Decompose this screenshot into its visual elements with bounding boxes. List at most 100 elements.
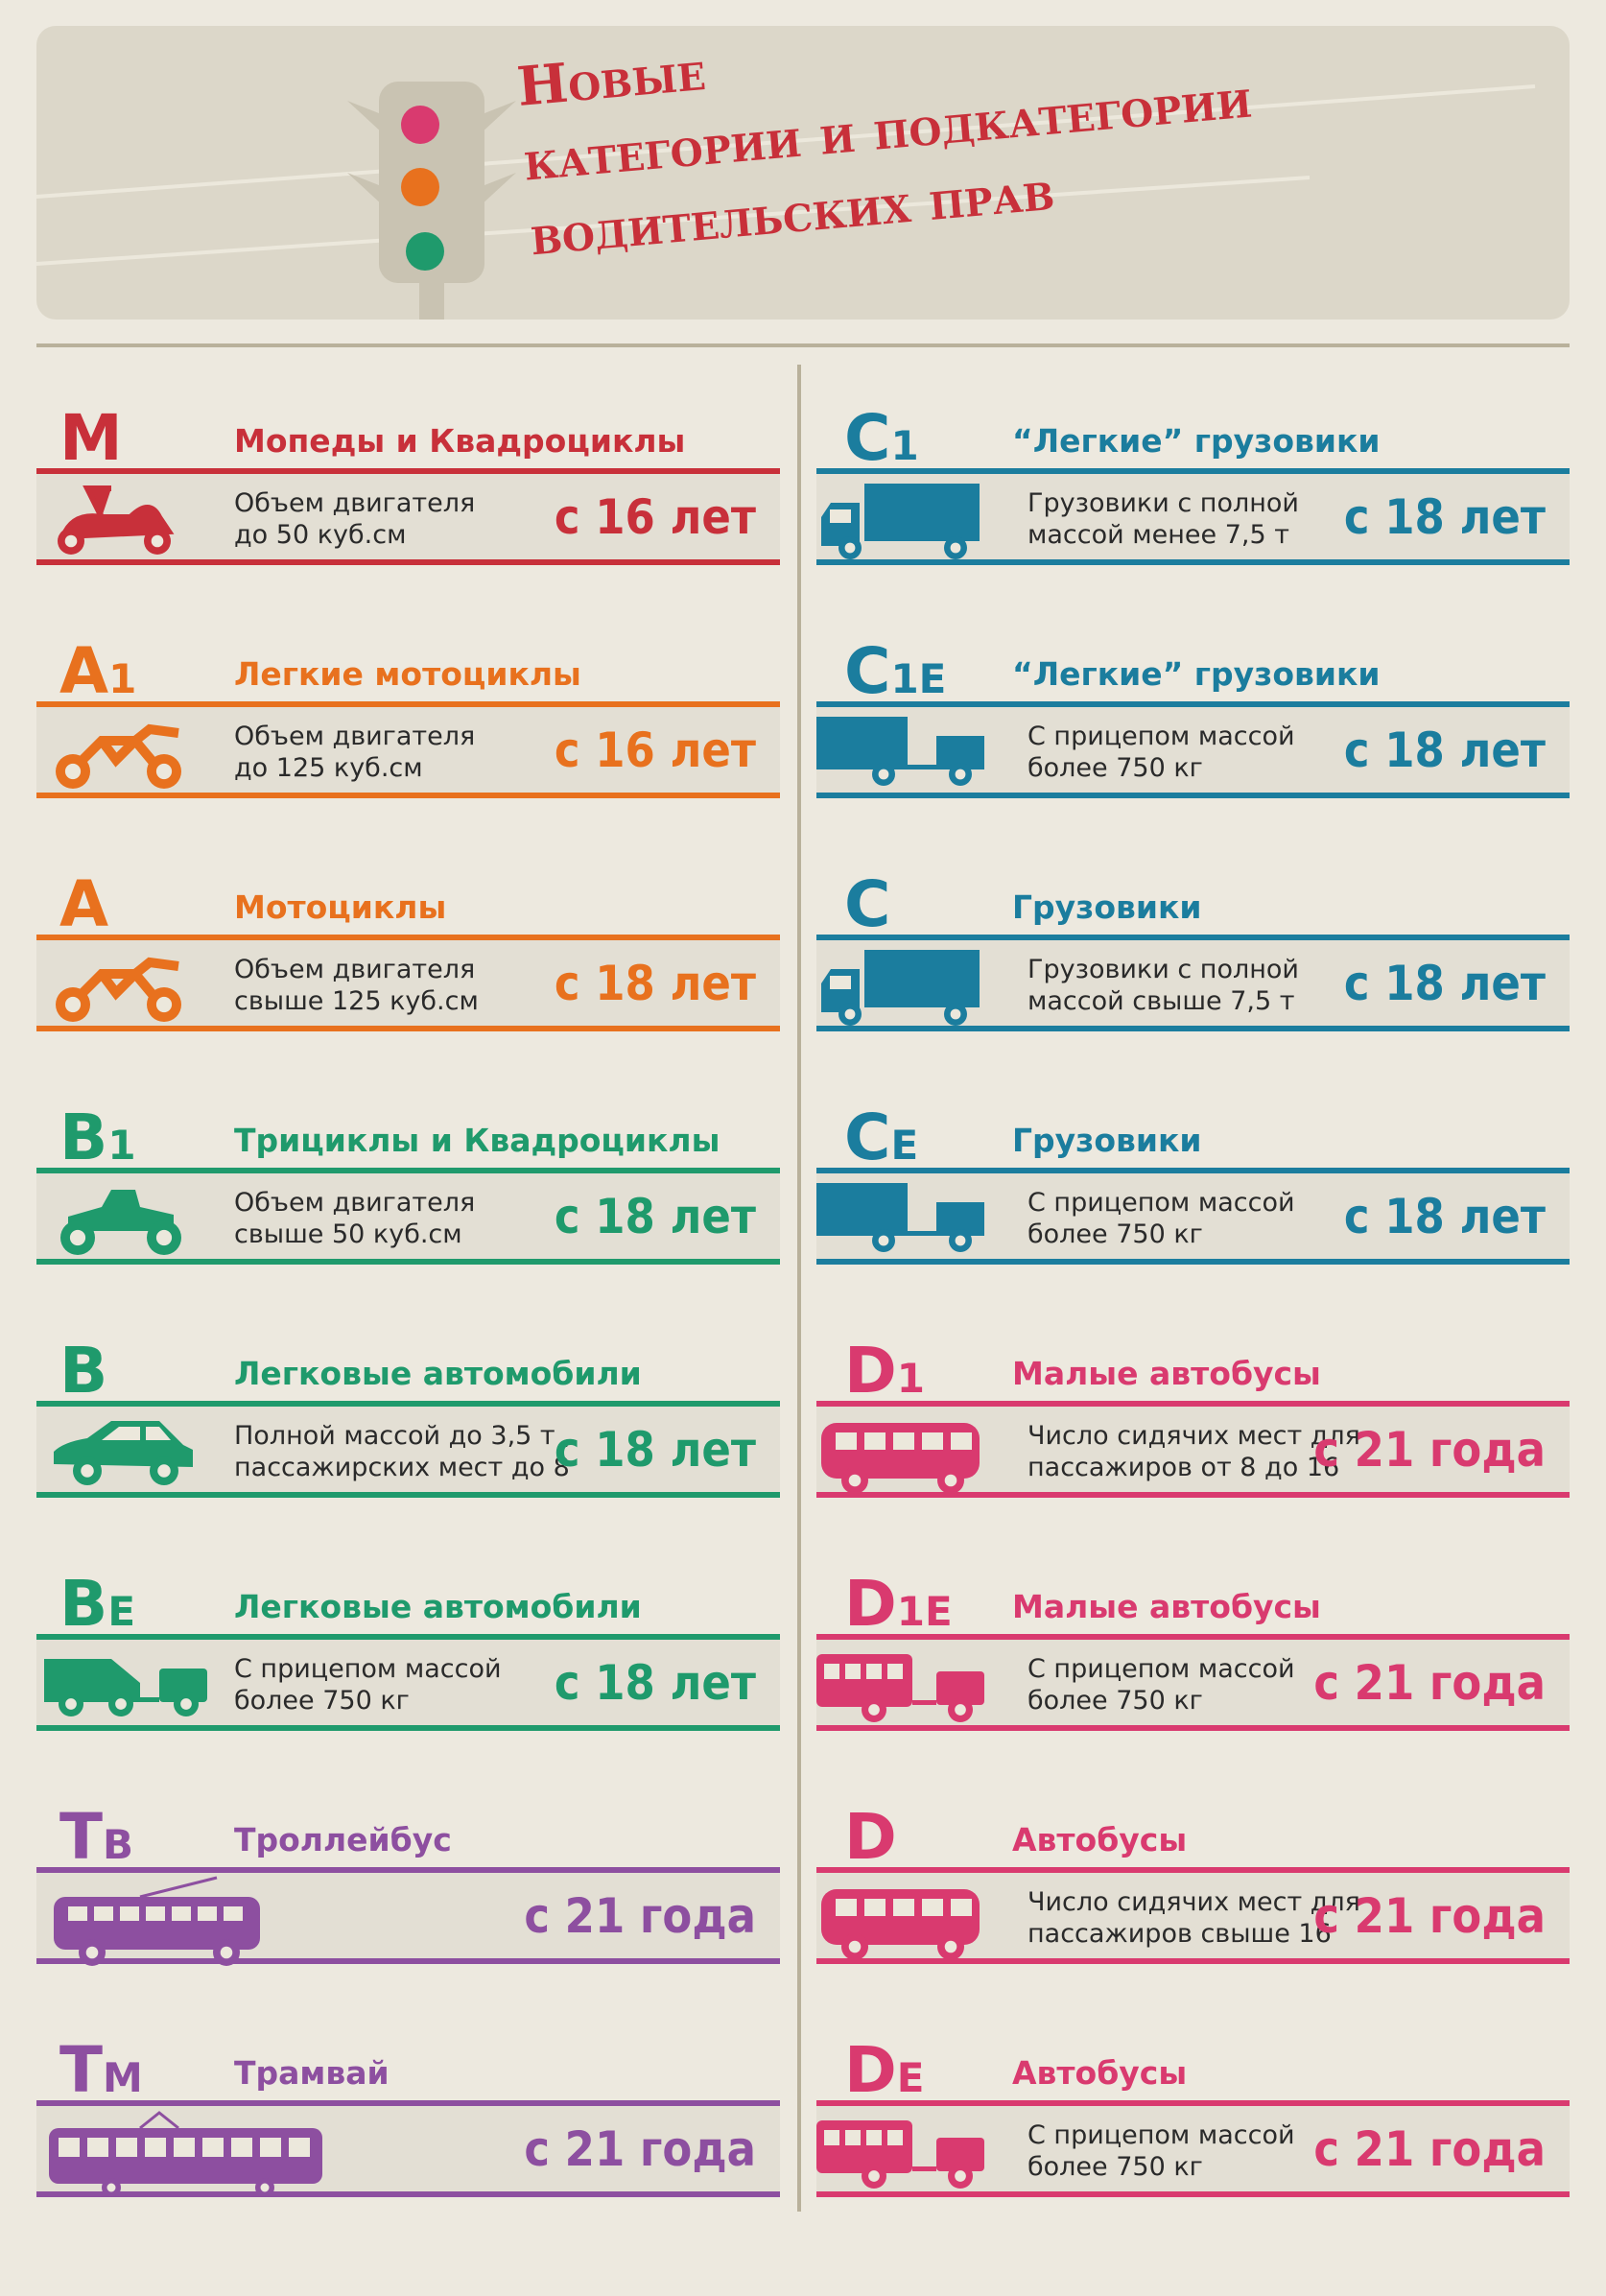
category-letter: A	[59, 634, 108, 708]
category-age: с 21 года	[524, 1888, 756, 1944]
vehicle-icon	[816, 2120, 984, 2189]
window	[830, 509, 851, 523]
category-description: Объем двигателя	[234, 1188, 475, 1218]
category-description: до 50 куб.см	[234, 520, 406, 550]
hub	[868, 2170, 880, 2182]
trailer	[936, 2138, 984, 2171]
hub	[155, 996, 173, 1013]
body	[816, 2120, 912, 2173]
category-subscript: 1	[107, 1122, 135, 1169]
hub	[878, 769, 889, 780]
category-description: более 750 кг	[1027, 1219, 1203, 1249]
header-stripe	[35, 176, 1311, 266]
category-age: с 18 лет	[1344, 722, 1546, 778]
category-description: С прицепом массой	[1027, 1654, 1295, 1684]
category-title: Малые автобусы	[1012, 1355, 1321, 1392]
category-description: пассажирских мест до 8	[234, 1453, 570, 1482]
window	[836, 1432, 857, 1450]
category-letter: D	[844, 1334, 897, 1408]
category-age: с 16 лет	[555, 722, 756, 778]
category-subscript: 1	[890, 422, 918, 469]
category-description: Полной массой до 3,5 т ,	[234, 1421, 572, 1451]
category-subscript: E	[107, 1588, 135, 1635]
category-title: Грузовики	[1012, 888, 1202, 926]
category-description: более 750 кг	[234, 1686, 410, 1716]
vehicle-icon	[60, 1190, 181, 1255]
window	[922, 1432, 943, 1450]
window	[845, 1664, 861, 1679]
hub	[944, 1474, 957, 1487]
category-letter: B	[59, 1567, 107, 1641]
window	[231, 2138, 252, 2157]
window	[887, 1664, 903, 1679]
category-card: C1E “Легкие” грузовики С прицепом массойбо…	[816, 634, 1570, 798]
vehicle-icon	[816, 1183, 984, 1252]
category-title: Троллейбус	[234, 1821, 452, 1858]
window	[146, 1906, 165, 1921]
category-title: Трициклы и Квадроциклы	[234, 1122, 720, 1159]
hitch	[908, 765, 936, 769]
cargo	[864, 484, 980, 541]
category-title: Трамвай	[234, 2054, 390, 2092]
window	[289, 2138, 310, 2157]
cargo	[816, 717, 908, 769]
category-age: с 21 года	[1313, 1422, 1546, 1478]
category-description: массой свыше 7,5 т	[1027, 986, 1294, 1016]
hub	[64, 996, 82, 1013]
hub	[848, 1474, 862, 1487]
category-description: Грузовики с полной	[1027, 955, 1299, 984]
vehicle-icon	[56, 723, 181, 789]
window	[893, 1432, 914, 1450]
vehicle-icon	[49, 2111, 322, 2197]
category-subscript: E	[890, 1122, 918, 1169]
category-card: C1 “Легкие” грузовики Грузовики с полнойма…	[816, 401, 1570, 565]
category-description: Объем двигателя	[234, 722, 475, 751]
category-title: Мотоциклы	[234, 888, 446, 926]
window	[951, 1899, 972, 1916]
category-card: B Легковые автомобили Полной массой до 3,5…	[36, 1334, 780, 1498]
category-age: с 21 года	[1313, 1655, 1546, 1711]
category-title: Автобусы	[1012, 1821, 1187, 1858]
category-code: TM	[59, 2033, 143, 2107]
category-code: A1	[59, 634, 136, 708]
category-age: с 16 лет	[555, 489, 756, 545]
category-letter: C	[844, 867, 890, 941]
category-description: Число сидячих мест для	[1027, 1421, 1360, 1451]
vehicle-icon	[56, 957, 181, 1022]
vehicle-icon	[821, 1889, 980, 1960]
category-description: свыше 125 куб.см	[234, 986, 479, 1016]
vehicle-icon	[816, 717, 984, 786]
category-code: C1E	[844, 634, 946, 708]
category-subscript: B	[103, 1821, 133, 1868]
category-code: TB	[59, 1800, 133, 1874]
category-code: B	[59, 1334, 107, 1408]
category-letter: C	[844, 1101, 890, 1174]
body	[69, 957, 179, 1006]
vehicle-icon	[821, 484, 980, 559]
header-box	[36, 26, 1570, 320]
hub	[868, 1704, 880, 1716]
category-code: BE	[59, 1567, 135, 1641]
category-description: до 125 куб.см	[234, 753, 423, 783]
hub	[955, 769, 966, 780]
window	[102, 1427, 171, 1440]
hub	[844, 1008, 856, 1020]
category-age: с 21 года	[524, 2121, 756, 2177]
hitch	[912, 1700, 936, 1705]
category-subscript: 1	[108, 655, 136, 702]
category-code: C1	[844, 401, 919, 475]
hub	[878, 1235, 889, 1246]
window	[824, 1664, 839, 1679]
hitch	[135, 1697, 159, 1702]
category-card: TB Троллейбус с 21 года	[36, 1800, 780, 1966]
category-description: более 750 кг	[1027, 2152, 1203, 2182]
hub	[69, 1229, 86, 1246]
window	[59, 2138, 80, 2157]
